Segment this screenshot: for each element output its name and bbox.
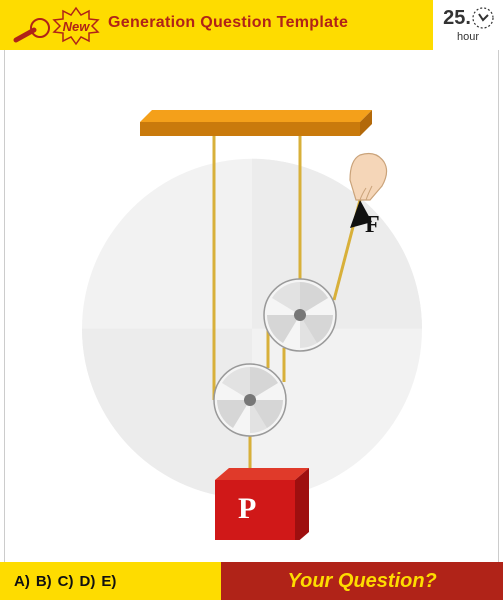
weight-label: P [238,492,256,526]
svg-text:25.: 25. [443,7,471,29]
svg-text:hour: hour [457,31,479,43]
answer-options: A) B) C) D) E) [0,562,221,600]
option-c[interactable]: C) [58,573,74,590]
clock-box: 25. hour [433,0,503,50]
lower-pulley [214,364,286,436]
upper-pulley [264,279,336,351]
clock-icon: 25. hour [437,4,499,44]
ceiling-beam [140,110,372,136]
header-title: Generation Question Template [108,14,348,32]
option-b[interactable]: B) [36,573,52,590]
weight-box [215,468,309,540]
header-bar: New Generation Question Template 25. hou… [0,0,503,50]
magnifier-icon [12,18,52,46]
option-d[interactable]: D) [79,573,95,590]
new-badge-text: New [63,19,91,34]
hand-icon [350,154,387,200]
pulley-diagram: F P [20,60,483,540]
new-badge-icon: New [48,6,104,46]
question-prompt[interactable]: Your Question? [221,562,503,600]
option-e[interactable]: E) [101,573,116,590]
option-a[interactable]: A) [14,573,30,590]
pulley-svg [20,60,483,540]
footer-bar: A) B) C) D) E) Your Question? [0,562,503,600]
force-label: F [365,212,380,239]
